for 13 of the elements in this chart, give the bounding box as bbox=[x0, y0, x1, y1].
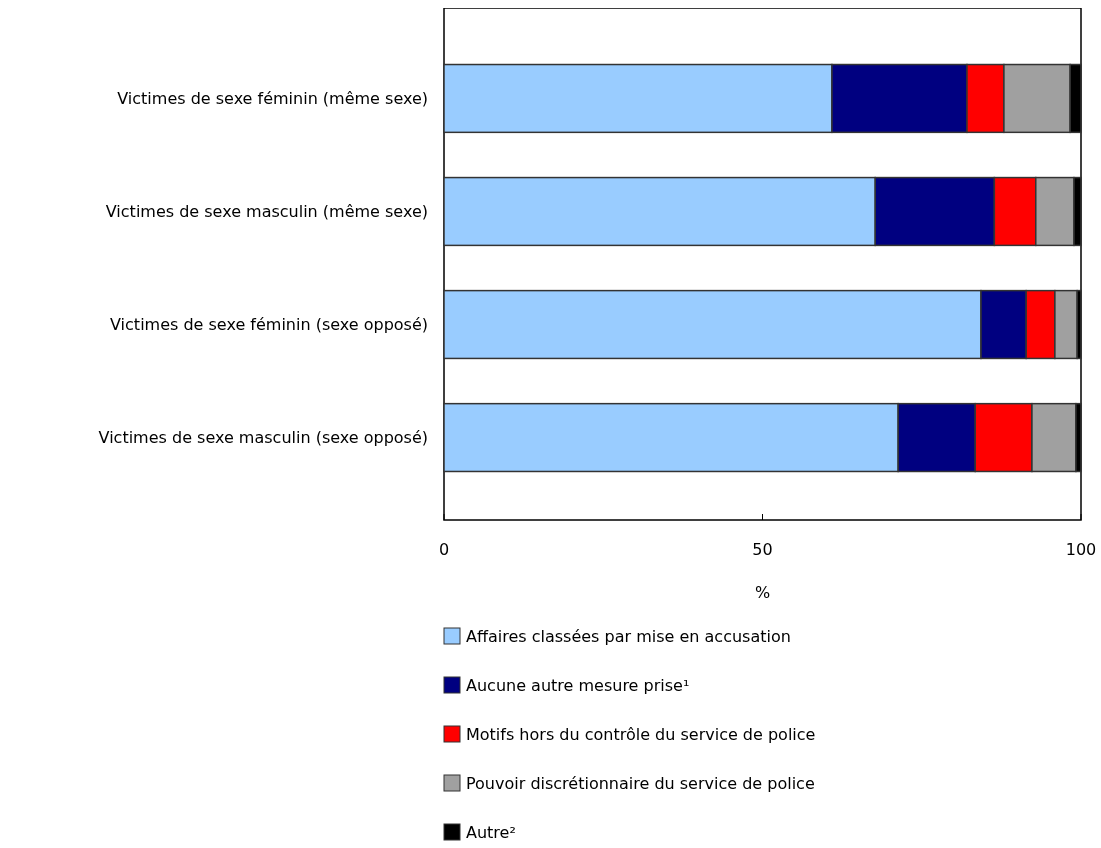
y-tick-label: Victimes de sexe masculin (même sexe) bbox=[105, 202, 428, 222]
legend-label: Pouvoir discrétionnaire du service de police bbox=[466, 773, 815, 793]
y-tick-label: Victimes de sexe masculin (sexe opposé) bbox=[98, 428, 428, 448]
x-axis-title: % bbox=[754, 583, 771, 602]
x-tick-label: 50 bbox=[752, 540, 773, 559]
legend-label: Affaires classées par mise en accusation bbox=[466, 626, 791, 646]
y-tick-label: Victimes de sexe féminin (même sexe) bbox=[117, 89, 428, 109]
legend-label: Aucune autre mesure prise¹ bbox=[466, 675, 690, 695]
x-tick-label: 100 bbox=[1065, 540, 1097, 559]
legend-label: Autre² bbox=[466, 822, 516, 842]
x-tick-label: 0 bbox=[438, 540, 450, 559]
legend-label: Motifs hors du contrôle du service de police bbox=[466, 724, 816, 744]
y-tick-label: Victimes de sexe féminin (sexe opposé) bbox=[110, 315, 428, 335]
